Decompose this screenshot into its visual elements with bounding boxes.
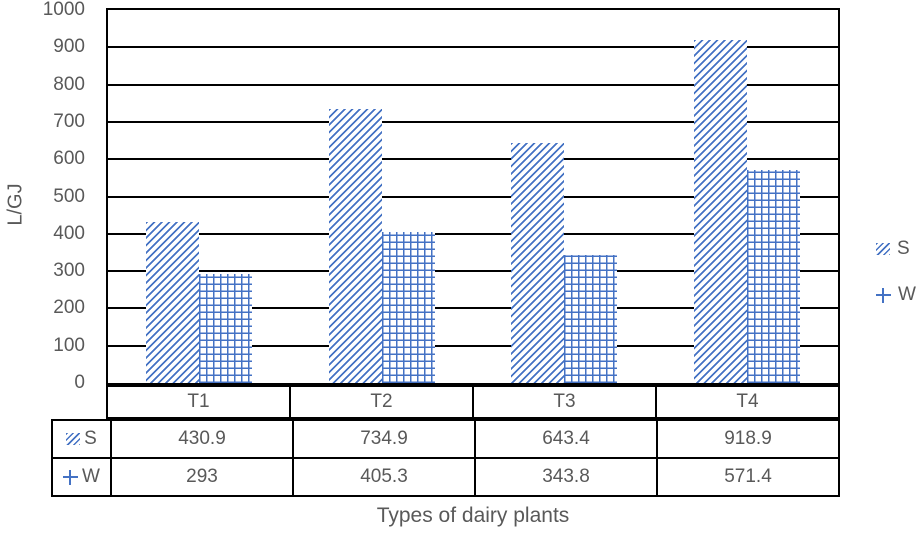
gridline	[108, 232, 838, 235]
table-row-label-s: S	[53, 421, 110, 457]
table-cell-w-t1: 293	[112, 459, 292, 495]
legend-item-w: W	[876, 284, 916, 306]
category-header-t4: T4	[657, 387, 838, 417]
gridline	[108, 83, 838, 86]
y-tick-label: 0	[74, 372, 85, 393]
y-tick-label: 700	[53, 110, 85, 132]
y-tick-label: 200	[53, 297, 85, 319]
bar-S-T3	[511, 143, 565, 383]
category-header-t3: T3	[474, 387, 655, 417]
series-w-label: W	[82, 466, 100, 487]
legend: S W	[876, 238, 916, 330]
table-cell-w-t3: 343.8	[476, 459, 656, 495]
y-tick-label: 900	[53, 36, 85, 58]
gridline	[108, 270, 838, 273]
y-tick-label: 100	[53, 334, 85, 356]
plus-icon	[876, 287, 891, 303]
bar-W-T1	[199, 274, 253, 383]
bar-W-T3	[564, 255, 618, 383]
bar-W-T2	[381, 232, 435, 383]
table-cell-w-t2: 405.3	[294, 459, 474, 495]
table-cell-w-t4: 571.4	[658, 459, 838, 495]
table-row-label-w: W	[53, 459, 110, 495]
gridline	[108, 307, 838, 310]
bar-W-T4	[746, 170, 800, 383]
x-axis-title: Types of dairy plants	[376, 504, 570, 527]
category-header-row: T1 T2 T3 T4	[106, 385, 840, 419]
legend-label-w: W	[898, 284, 916, 305]
plus-icon	[63, 469, 79, 485]
gridline	[108, 120, 838, 123]
gridline	[108, 344, 838, 347]
legend-label-s: S	[897, 238, 910, 259]
series-s-label: S	[84, 428, 97, 449]
bar-S-T1	[146, 222, 200, 383]
table-cell-s-t2: 734.9	[294, 421, 474, 457]
y-tick-label: 800	[53, 73, 85, 95]
bar-S-T4	[693, 40, 747, 383]
bar-S-T2	[328, 109, 382, 383]
category-header-t2: T2	[291, 387, 472, 417]
table-cell-s-t4: 918.9	[658, 421, 838, 457]
diagonal-hatch-icon	[876, 243, 890, 255]
y-tick-label: 300	[53, 260, 85, 282]
category-header-t1: T1	[108, 387, 289, 417]
plot-area	[106, 8, 840, 385]
y-tick-label: 1000	[42, 0, 85, 20]
table-cell-s-t1: 430.9	[112, 421, 292, 457]
y-tick-label: 600	[53, 148, 85, 170]
table-cell-s-t3: 643.4	[476, 421, 656, 457]
y-tick-label: 500	[53, 185, 85, 207]
gridline	[108, 195, 838, 198]
data-table: S 430.9 734.9 643.4 918.9 W 293 405.3 34…	[51, 419, 840, 497]
legend-item-s: S	[876, 238, 916, 260]
y-tick-label: 400	[53, 222, 85, 244]
gridline	[108, 158, 838, 161]
gridline	[108, 46, 838, 49]
diagonal-hatch-icon	[66, 433, 81, 445]
